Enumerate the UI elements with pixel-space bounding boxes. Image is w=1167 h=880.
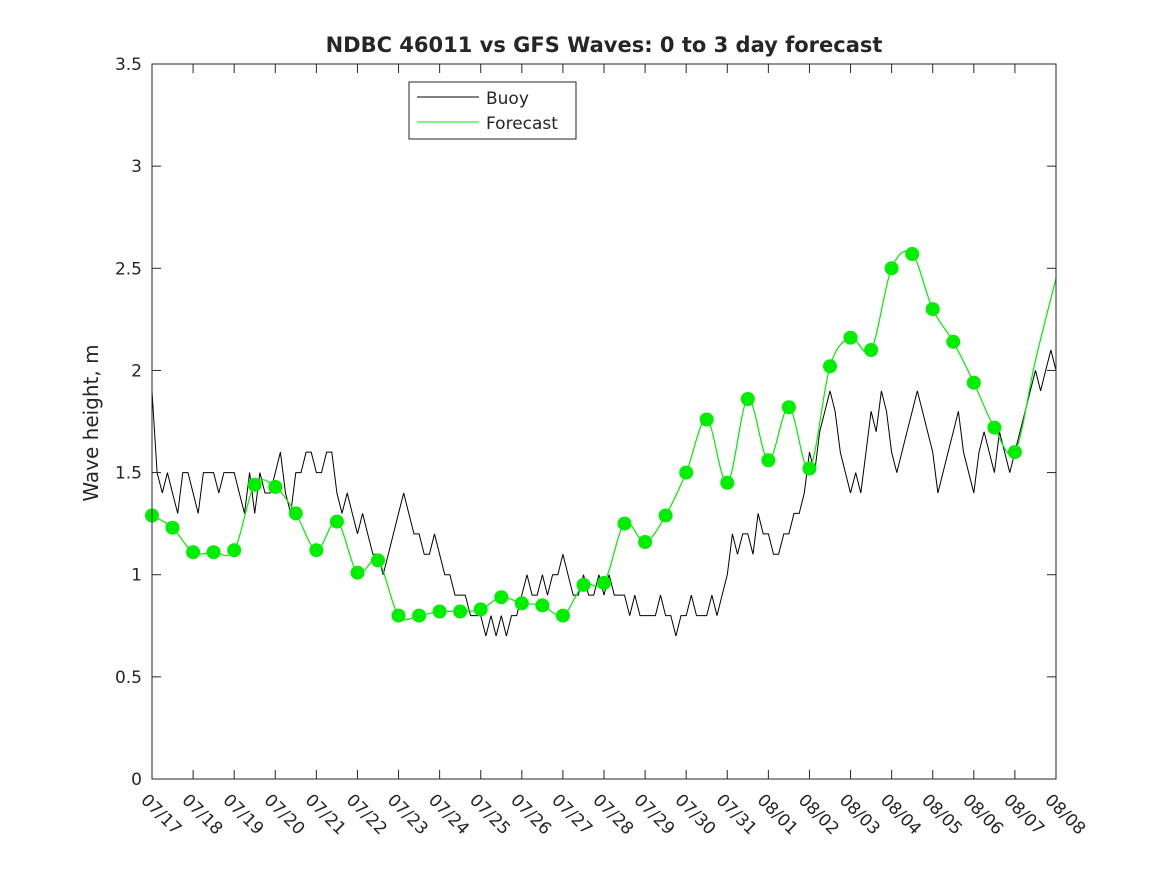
forecast-marker (555, 608, 570, 623)
forecast-marker (412, 608, 427, 623)
y-tick-label: 1 (131, 566, 142, 586)
forecast-marker (247, 477, 262, 492)
forecast-marker (658, 508, 673, 523)
forecast-marker (905, 247, 920, 261)
forecast-marker (720, 475, 735, 490)
forecast-marker (679, 465, 694, 480)
forecast-marker (206, 545, 221, 560)
forecast-marker (781, 400, 796, 415)
forecast-marker (288, 506, 303, 521)
forecast-marker (597, 575, 611, 590)
y-tick-label: 1.5 (115, 464, 142, 484)
forecast-marker (823, 359, 837, 374)
forecast-marker (227, 543, 242, 558)
chart-title: NDBC 46011 vs GFS Waves: 0 to 3 day fore… (326, 33, 883, 57)
forecast-marker (946, 334, 961, 349)
y-tick-label: 0.5 (115, 668, 142, 688)
forecast-marker (371, 553, 385, 568)
forecast-marker (864, 343, 879, 357)
forecast-marker (186, 545, 201, 560)
legend: Buoy Forecast (408, 81, 577, 140)
forecast-marker (966, 375, 981, 390)
forecast-marker (165, 520, 180, 535)
forecast-marker (309, 543, 324, 558)
forecast-marker (391, 608, 406, 623)
forecast-marker (740, 392, 755, 406)
forecast-marker (987, 420, 1002, 435)
legend-forecast-label: Forecast (486, 114, 558, 134)
forecast-marker (432, 604, 447, 619)
forecast-marker (843, 330, 858, 345)
plot-area (145, 247, 1056, 637)
forecast-marker (576, 577, 591, 592)
forecast-marker (699, 412, 714, 427)
forecast-marker (268, 479, 283, 494)
forecast-marker (884, 261, 899, 276)
forecast-marker (494, 590, 509, 605)
forecast-marker (617, 516, 632, 531)
forecast-marker (802, 461, 817, 476)
buoy-series-line (152, 349, 1056, 637)
forecast-marker (638, 535, 653, 549)
forecast-marker (473, 602, 488, 617)
y-axis-label: Wave height, m (79, 344, 103, 501)
forecast-marker (1007, 445, 1022, 460)
y-tick-label: 2.5 (115, 259, 142, 279)
forecast-marker (329, 514, 344, 529)
y-tick-label: 3.5 (115, 55, 142, 75)
forecast-marker (761, 453, 776, 468)
forecast-marker (514, 596, 529, 611)
legend-box (408, 81, 577, 140)
y-tick-label: 0 (131, 770, 142, 790)
forecast-marker (925, 302, 940, 317)
legend-buoy-label: Buoy (486, 89, 529, 109)
forecast-marker (535, 598, 550, 613)
y-tick-label: 2 (131, 361, 142, 381)
forecast-marker (453, 604, 468, 619)
y-tick-label: 3 (131, 157, 142, 177)
forecast-marker (350, 565, 365, 580)
